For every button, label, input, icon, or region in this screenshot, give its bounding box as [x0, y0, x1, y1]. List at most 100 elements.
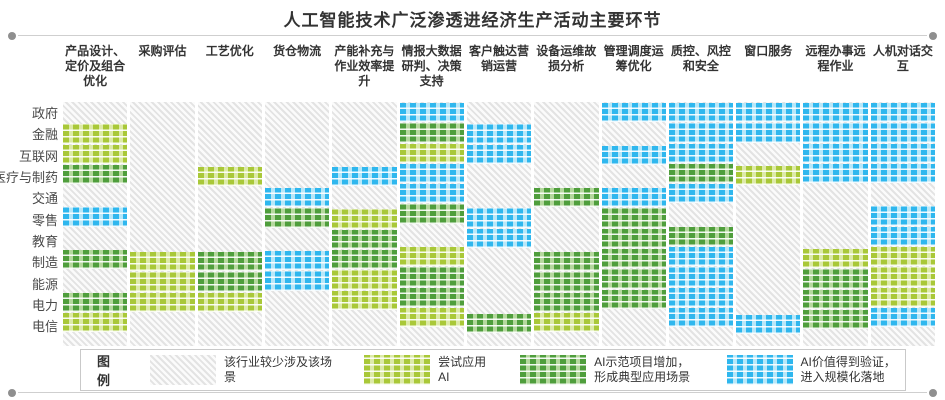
matrix-cell: [870, 226, 936, 247]
col-header-10: 窗口服务: [744, 44, 793, 58]
matrix-cell: [803, 103, 868, 123]
matrix-cell: [467, 292, 531, 313]
matrix-cell: [264, 251, 330, 271]
row-label-4: 交通: [31, 191, 58, 207]
col-header-0: 产品设计、定价及组合优化: [65, 44, 126, 88]
matrix-column-0: [63, 102, 128, 346]
row-label-1: 金融: [31, 127, 58, 143]
matrix-column-5: [399, 102, 464, 346]
row-label-10: 电信: [31, 319, 58, 335]
matrix-column-7: [534, 102, 599, 346]
matrix-cell: [130, 313, 194, 334]
matrix-cell: [601, 249, 666, 269]
matrix-cell: [332, 187, 396, 208]
matrix-cell: [399, 247, 464, 267]
matrix-cell: [197, 252, 262, 272]
matrix-cell: [803, 309, 868, 330]
matrix-cell: [265, 166, 329, 187]
matrix-cell: [803, 205, 867, 226]
row-label-8: 能源: [31, 276, 58, 292]
matrix-cell: [265, 145, 329, 166]
matrix-cell: [736, 144, 800, 165]
col-header-12: 人机对话交互: [872, 44, 933, 73]
row-label-0: 政府: [31, 106, 58, 122]
matrix-cell: [264, 188, 330, 208]
matrix-cell: [130, 123, 194, 144]
matrix-cell: [198, 145, 262, 166]
matrix-cell: [265, 123, 329, 144]
col-header-6: 客户触达营销运营: [468, 44, 529, 73]
matrix-cell: [668, 287, 734, 307]
matrix-cell: [198, 102, 262, 123]
matrix-cell: [534, 292, 599, 312]
matrix-cell: [399, 204, 464, 224]
matrix-cell: [601, 208, 666, 228]
matrix-cell: [534, 188, 599, 208]
matrix-cell: [265, 313, 329, 334]
matrix-column-10: [736, 102, 801, 346]
matrix-cell: [534, 252, 599, 272]
matrix-cell: [870, 287, 936, 307]
matrix-cell: [466, 124, 532, 144]
matrix-cell: [130, 230, 194, 251]
matrix-column-3: [264, 102, 330, 346]
matrix-cell: [803, 289, 868, 309]
matrix-cell: [668, 163, 734, 184]
matrix-cell: [130, 252, 195, 272]
matrix-cell: [467, 102, 531, 123]
matrix-cell: [63, 207, 128, 227]
column-headers: 产品设计、定价及组合优化 采购评估 工艺优化 货仓物流 产能补充与作业效率提升 情报大数据…: [63, 44, 935, 89]
matrix-cell: [736, 314, 801, 335]
matrix-cell: [736, 123, 801, 143]
matrix-cell: [197, 166, 262, 187]
matrix-column-4: [332, 102, 397, 346]
matrix-cell: [399, 307, 464, 328]
matrix-cell: [63, 228, 127, 249]
matrix-cell: [399, 143, 464, 163]
matrix-cell: [736, 293, 800, 314]
legend-item-none: 该行业较少涉及该场景: [149, 355, 336, 385]
matrix-cell: [264, 208, 330, 228]
matrix-cell: [736, 207, 800, 228]
row-label-7: 制造: [31, 255, 58, 271]
col-header-11: 远程办事远程作业: [805, 44, 866, 73]
matrix-cell: [870, 206, 936, 226]
matrix-cell: [870, 247, 936, 267]
matrix-cell: [534, 312, 599, 333]
matrix-cell: [197, 272, 262, 292]
matrix-cell: [803, 163, 868, 184]
legend-swatch-demo: [520, 355, 587, 385]
matrix-cell: [63, 144, 128, 164]
matrix-cell: [534, 102, 598, 123]
matrix-cell: [399, 184, 464, 204]
matrix-cell: [264, 271, 330, 291]
col-header-8: 管理调度运筹优化: [603, 44, 664, 73]
matrix-cell: [870, 163, 936, 184]
matrix-cell: [130, 187, 194, 208]
matrix-cell: [332, 145, 396, 166]
matrix-cell: [803, 143, 868, 163]
matrix-cell: [63, 124, 128, 144]
matrix-cell: [63, 312, 128, 333]
matrix-cell: [130, 145, 194, 166]
col-header-7: 设备运维故损分析: [536, 44, 597, 73]
matrix-cell: [534, 166, 598, 187]
matrix-cell: [130, 272, 195, 292]
matrix-cell: [466, 313, 532, 334]
matrix-cell: [399, 163, 464, 184]
legend-label-none: 该行业较少涉及该场景: [223, 355, 332, 384]
matrix-cell: [130, 166, 194, 187]
legend-item-demo: AI示范项目增加，形成典型应用场景: [520, 355, 698, 385]
col-header-5: 情报大数据研判、决策支持: [401, 44, 462, 88]
matrix-cell: [736, 229, 800, 250]
matrix-cell: [467, 186, 531, 207]
matrix-cell: [803, 269, 868, 289]
matrix-cell: [265, 102, 329, 123]
legend: 图例 该行业较少涉及该场景 尝试应用AI AI示范项目增加，形成典型应用场景 A…: [80, 349, 906, 391]
matrix-cell: [736, 250, 800, 271]
matrix-column-8: [601, 102, 666, 346]
legend-item-try: 尝试应用AI: [364, 355, 492, 385]
matrix-cell: [601, 269, 666, 289]
matrix-cell: [534, 272, 599, 292]
